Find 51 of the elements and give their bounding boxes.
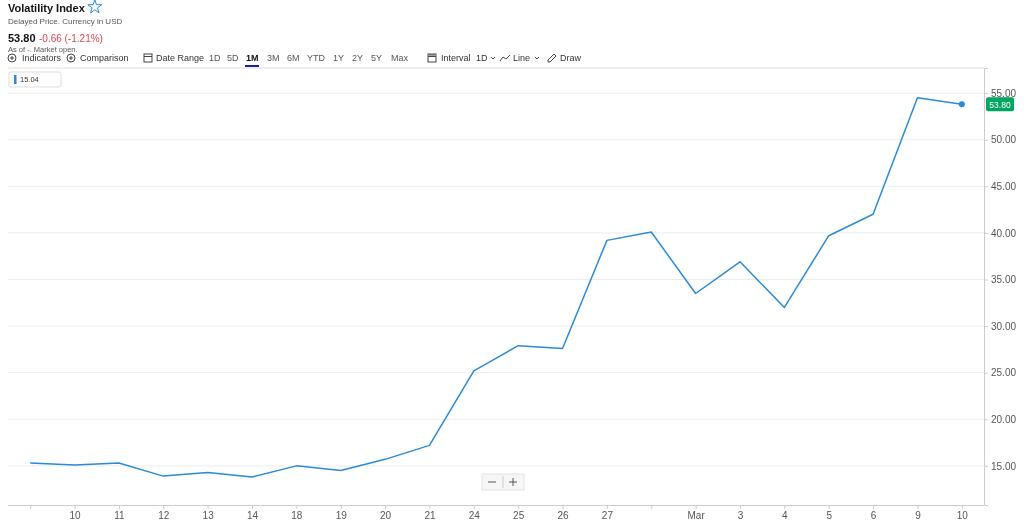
text: Max bbox=[391, 53, 409, 63]
text: -0.66 (-1.21%) bbox=[39, 33, 103, 44]
text: 6M bbox=[287, 53, 300, 63]
x-tick-label: 12 bbox=[158, 510, 170, 522]
x-tick-label: 6 bbox=[870, 510, 877, 522]
x-tick-label: 21 bbox=[424, 510, 436, 522]
text: Comparison bbox=[80, 53, 129, 63]
text: 3M bbox=[267, 53, 280, 63]
y-tick-label: 35.00 bbox=[991, 274, 1017, 286]
text: 1M bbox=[246, 53, 259, 63]
x-tick-label: 14 bbox=[246, 510, 259, 522]
text: Interval bbox=[441, 53, 471, 63]
x-tick-label: 9 bbox=[915, 510, 922, 522]
text: 53.80 bbox=[8, 32, 36, 44]
y-tick-label: 30.00 bbox=[991, 320, 1017, 332]
x-tick-label: 11 bbox=[114, 510, 126, 522]
text: 1D bbox=[209, 53, 222, 63]
text: 5Y bbox=[371, 53, 383, 63]
y-tick-label: 55.00 bbox=[991, 87, 1017, 99]
y-tick-label: 40.00 bbox=[991, 227, 1017, 239]
chart-subtitle: Delayed Price. Currency in USD bbox=[8, 17, 123, 26]
x-tick-label: 25 bbox=[513, 510, 525, 522]
x-tick-label: 24 bbox=[468, 510, 481, 522]
x-tick-label: 10 bbox=[956, 510, 969, 522]
text: 53.80 bbox=[989, 99, 1011, 110]
text: Line bbox=[513, 53, 531, 63]
text: Date Range bbox=[156, 53, 205, 63]
text: Draw bbox=[560, 53, 582, 63]
x-tick-label: 19 bbox=[335, 510, 348, 522]
x-tick-label: Mar bbox=[687, 510, 706, 522]
y-tick-label: 15.00 bbox=[991, 460, 1017, 472]
x-tick-label: 27 bbox=[601, 510, 614, 522]
text: Indicators bbox=[22, 53, 62, 63]
y-tick-label: 20.00 bbox=[991, 413, 1017, 425]
x-tick-label: 5 bbox=[826, 510, 833, 522]
x-tick-label: 10 bbox=[69, 510, 82, 522]
x-tick-label: 13 bbox=[202, 510, 215, 522]
x-tick-label: 4 bbox=[782, 510, 789, 522]
text: 5D bbox=[227, 53, 240, 63]
x-tick-label: 3 bbox=[737, 510, 744, 522]
y-tick-label: 45.00 bbox=[991, 181, 1017, 193]
text: 1D bbox=[476, 53, 489, 63]
x-tick-label: 20 bbox=[380, 510, 392, 522]
text: 2Y bbox=[352, 53, 364, 63]
text: YTD bbox=[307, 53, 326, 63]
y-tick-label: 50.00 bbox=[991, 134, 1017, 146]
y-tick-label: 25.00 bbox=[991, 367, 1017, 379]
text: 1Y bbox=[333, 53, 345, 63]
x-tick-label: 18 bbox=[291, 510, 303, 522]
x-tick-label: 26 bbox=[557, 510, 570, 522]
chart-title: Volatility Index bbox=[8, 2, 86, 14]
